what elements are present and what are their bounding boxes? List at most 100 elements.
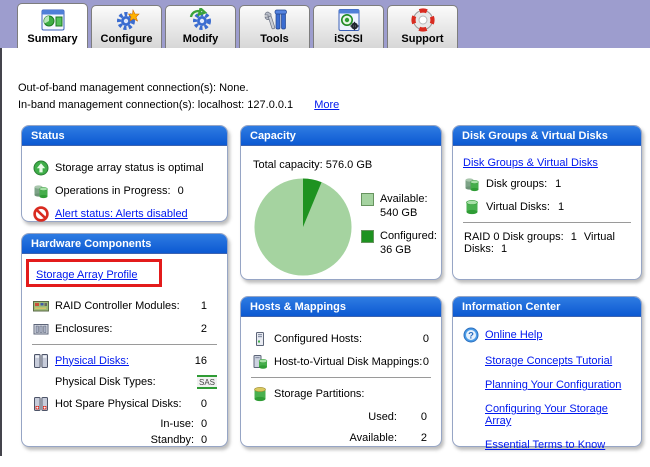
status-panel-title: Status (22, 126, 227, 146)
storage-concepts-link[interactable]: Storage Concepts Tutorial (485, 355, 613, 367)
out-of-band-text: Out-of-band management connection(s): No… (18, 82, 249, 94)
divider (32, 344, 217, 345)
raid0-virtual-value: 1 (501, 243, 508, 255)
tools-icon (262, 7, 288, 32)
configured-legend-label: Configured: (380, 230, 437, 242)
disk-groups-cylinders-icon (463, 175, 480, 192)
virtual-disks-value: 1 (557, 200, 565, 213)
modify-icon (188, 7, 214, 32)
alert-disabled-icon (32, 205, 49, 222)
sas-badge: SAS (196, 375, 217, 389)
hosts-panel: Hosts & Mappings Configured Hosts: 0 (240, 296, 442, 447)
total-capacity-text: Total capacity: 576.0 GB (253, 159, 373, 171)
configured-legend-swatch (361, 230, 374, 243)
tab-strip: Summary Configure Modify (0, 0, 650, 48)
capacity-panel: Capacity Total capacity: 576.0 GB Availa… (240, 125, 442, 280)
in-use-value: 0 (201, 418, 208, 430)
available-legend-label: Available: (380, 193, 428, 205)
hot-spare-disks-icon (32, 395, 49, 412)
divider (251, 377, 431, 378)
tab-modify-label: Modify (182, 33, 219, 45)
help-question-icon: ? (463, 327, 479, 343)
planning-configuration-link[interactable]: Planning Your Configuration (485, 379, 622, 391)
in-band-text: In-band management connection(s): localh… (18, 99, 294, 111)
disk-groups-panel-title: Disk Groups & Virtual Disks (453, 126, 641, 146)
disk-groups-value: 1 (555, 177, 562, 190)
tab-summary-label: Summary (27, 33, 78, 45)
mappings-value: 0 (422, 355, 429, 368)
online-help-link[interactable]: Online Help (485, 329, 543, 341)
disk-groups-label: Disk groups: (486, 177, 548, 190)
configured-hosts-value: 0 (422, 332, 429, 345)
raid0-virtual-label: Virtual Disks: (464, 231, 615, 255)
in-use-label: In-use: (160, 418, 194, 430)
storage-array-profile-link[interactable]: Storage Array Profile (36, 269, 138, 281)
available-legend-value: 540 GB (380, 207, 418, 219)
status-optimal-icon (32, 159, 49, 176)
essential-terms-link[interactable]: Essential Terms to Know (485, 439, 606, 451)
hardware-panel: Hardware Components Storage Array Profil… (21, 233, 228, 447)
virtual-disks-label: Virtual Disks: (486, 200, 550, 213)
support-icon (410, 7, 436, 32)
iscsi-icon (336, 7, 362, 32)
status-panel: Status Storage array status is optimal (21, 125, 228, 222)
summary-icon (40, 7, 66, 32)
information-center-panel: Information Center ? Online Help Storage… (452, 296, 642, 451)
storage-partition-icon (251, 385, 268, 402)
raid-controller-icon (32, 297, 49, 314)
operations-value: 0 (177, 184, 184, 197)
capacity-panel-title: Capacity (241, 126, 441, 146)
physical-disks-link[interactable]: Physical Disks: (55, 354, 129, 367)
tab-tools[interactable]: Tools (239, 5, 310, 48)
capacity-pie-chart (251, 175, 355, 282)
more-link[interactable]: More (314, 99, 340, 111)
tab-support-label: Support (401, 33, 444, 45)
divider (463, 222, 631, 223)
available-label: Available: (349, 432, 398, 444)
configured-hosts-label: Configured Hosts: (274, 332, 363, 345)
available-value: 2 (420, 432, 427, 444)
storage-partitions-label: Storage Partitions: (274, 387, 365, 400)
svg-text:?: ? (468, 330, 474, 341)
operations-label: Operations in Progress: (55, 184, 171, 197)
tab-iscsi-label: iSCSI (334, 33, 363, 45)
highlight-annotation-box (26, 259, 162, 287)
enclosures-label: Enclosures: (55, 322, 113, 335)
connection-info: Out-of-band management connection(s): No… (18, 80, 339, 114)
tab-configure[interactable]: Configure (91, 5, 162, 48)
capacity-legend: Available: 540 GB Configured: 36 GB (361, 183, 437, 266)
information-center-title: Information Center (453, 297, 641, 317)
standby-label: Standby: (150, 434, 194, 446)
used-value: 0 (420, 411, 427, 423)
physical-disks-icon (32, 352, 49, 369)
mappings-label: Host-to-Virtual Disk Mappings: (274, 355, 423, 368)
enclosures-value: 2 (200, 322, 207, 335)
available-legend-swatch (361, 193, 374, 206)
tab-modify[interactable]: Modify (165, 5, 236, 48)
disk-groups-link[interactable]: Disk Groups & Virtual Disks (463, 157, 598, 169)
disk-groups-panel: Disk Groups & Virtual Disks Disk Groups … (452, 125, 642, 280)
hot-spare-label: Hot Spare Physical Disks: (55, 397, 182, 410)
host-mapping-icon (251, 353, 268, 370)
raid-controller-value: 1 (200, 299, 207, 312)
operations-cylinders-icon (32, 182, 49, 199)
configuring-array-link[interactable]: Configuring Your Storage Array (485, 403, 608, 427)
tab-summary[interactable]: Summary (17, 3, 88, 48)
alert-status-link[interactable]: Alert status: Alerts disabled (55, 207, 188, 220)
configured-legend-value: 36 GB (380, 244, 412, 256)
hosts-panel-title: Hosts & Mappings (241, 297, 441, 317)
tab-configure-label: Configure (100, 33, 153, 45)
tab-support[interactable]: Support (387, 5, 458, 48)
enclosure-icon (32, 320, 49, 337)
tab-iscsi[interactable]: iSCSI (313, 5, 384, 48)
hot-spare-value: 0 (200, 397, 207, 410)
window-left-edge (0, 48, 2, 456)
tab-tools-label: Tools (260, 33, 289, 45)
virtual-disk-cylinder-icon (463, 198, 480, 215)
used-label: Used: (368, 411, 397, 423)
host-computer-icon (251, 330, 268, 347)
physical-disks-value: 16 (194, 354, 207, 367)
standby-value: 0 (201, 434, 208, 446)
status-optimal-text: Storage array status is optimal (55, 161, 204, 174)
configure-icon (114, 7, 140, 32)
